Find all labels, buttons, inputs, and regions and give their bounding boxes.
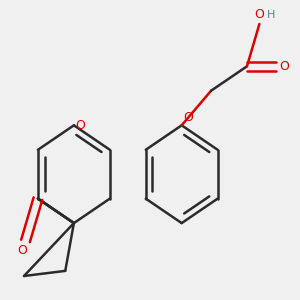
Text: O: O (279, 60, 289, 73)
Text: O: O (18, 244, 27, 257)
Text: H: H (267, 10, 275, 20)
Text: O: O (75, 119, 85, 132)
Text: O: O (254, 8, 264, 21)
Text: O: O (183, 111, 193, 124)
